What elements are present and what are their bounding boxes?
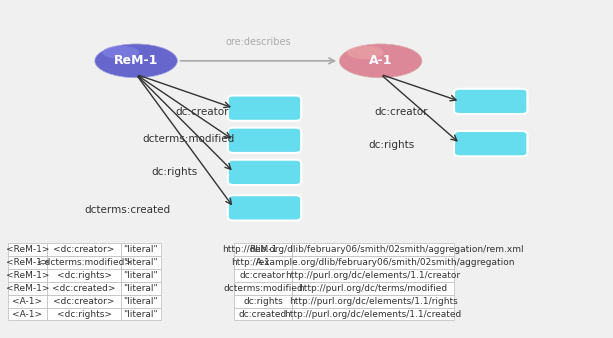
Text: "literal": "literal" xyxy=(123,258,158,267)
Text: http://purl.org/dc/elements/1.1/creator: http://purl.org/dc/elements/1.1/creator xyxy=(286,271,460,280)
Text: dcterms:modified: dcterms:modified xyxy=(142,134,234,144)
FancyBboxPatch shape xyxy=(234,308,292,320)
Text: dc:rights: dc:rights xyxy=(243,297,283,306)
FancyBboxPatch shape xyxy=(121,308,161,320)
Text: <dc:created>: <dc:created> xyxy=(52,284,116,293)
Text: "literal": "literal" xyxy=(123,310,158,318)
Text: dc:rights: dc:rights xyxy=(151,167,197,177)
FancyBboxPatch shape xyxy=(234,269,292,282)
FancyBboxPatch shape xyxy=(8,282,47,295)
FancyBboxPatch shape xyxy=(228,195,301,221)
FancyBboxPatch shape xyxy=(47,308,121,320)
FancyBboxPatch shape xyxy=(234,282,292,295)
Text: A-1: A-1 xyxy=(369,54,392,67)
Ellipse shape xyxy=(340,44,422,78)
Text: http://dlib.org/dlib/february06/smith/02smith/aggregation/rem.xml: http://dlib.org/dlib/february06/smith/02… xyxy=(222,245,524,254)
FancyBboxPatch shape xyxy=(121,256,161,269)
FancyBboxPatch shape xyxy=(292,308,454,320)
Text: ReM-1: ReM-1 xyxy=(249,245,277,254)
Text: <A-1>: <A-1> xyxy=(12,297,43,306)
Text: <dcterms:modified>: <dcterms:modified> xyxy=(37,258,132,267)
FancyBboxPatch shape xyxy=(228,128,301,153)
Text: <dc:creator>: <dc:creator> xyxy=(53,297,115,306)
Text: dcterms:modified: dcterms:modified xyxy=(223,284,303,293)
FancyBboxPatch shape xyxy=(228,160,301,185)
FancyBboxPatch shape xyxy=(8,269,47,282)
Text: dcterms:created: dcterms:created xyxy=(84,204,170,215)
Ellipse shape xyxy=(347,46,384,59)
FancyBboxPatch shape xyxy=(8,308,47,320)
FancyBboxPatch shape xyxy=(47,282,121,295)
FancyBboxPatch shape xyxy=(292,269,454,282)
FancyBboxPatch shape xyxy=(121,282,161,295)
Ellipse shape xyxy=(95,44,177,78)
Text: dc:creator: dc:creator xyxy=(375,106,428,117)
FancyBboxPatch shape xyxy=(292,256,454,269)
Text: dc:creator: dc:creator xyxy=(240,271,286,280)
FancyBboxPatch shape xyxy=(234,295,292,308)
FancyBboxPatch shape xyxy=(292,282,454,295)
FancyBboxPatch shape xyxy=(454,89,527,114)
Text: dc:creator: dc:creator xyxy=(176,106,229,117)
Text: http://purl.org/dc/elements/1.1/rights: http://purl.org/dc/elements/1.1/rights xyxy=(289,297,457,306)
Text: ReM-1: ReM-1 xyxy=(114,54,158,67)
FancyBboxPatch shape xyxy=(121,269,161,282)
Text: http://purl.org/dc/elements/1.1/created: http://purl.org/dc/elements/1.1/created xyxy=(284,310,462,318)
FancyBboxPatch shape xyxy=(234,256,292,269)
Text: <dc:rights>: <dc:rights> xyxy=(56,271,112,280)
FancyBboxPatch shape xyxy=(292,295,454,308)
FancyBboxPatch shape xyxy=(47,256,121,269)
FancyBboxPatch shape xyxy=(454,131,527,156)
Text: http://purl.org/dc/terms/modified: http://purl.org/dc/terms/modified xyxy=(299,284,447,293)
Text: "literal": "literal" xyxy=(123,297,158,306)
Text: "literal": "literal" xyxy=(123,284,158,293)
FancyBboxPatch shape xyxy=(47,269,121,282)
Text: ore:describes: ore:describes xyxy=(226,37,291,47)
FancyBboxPatch shape xyxy=(47,295,121,308)
FancyBboxPatch shape xyxy=(292,243,454,256)
Text: <dc:rights>: <dc:rights> xyxy=(56,310,112,318)
Text: "literal": "literal" xyxy=(123,245,158,254)
FancyBboxPatch shape xyxy=(121,243,161,256)
Ellipse shape xyxy=(102,46,139,59)
Text: <A-1>: <A-1> xyxy=(12,310,43,318)
Text: <ReM-1>: <ReM-1> xyxy=(6,245,49,254)
FancyBboxPatch shape xyxy=(121,295,161,308)
Text: <ReM-1>: <ReM-1> xyxy=(6,284,49,293)
Text: http://example.org/dlib/february06/smith/02smith/aggregation: http://example.org/dlib/february06/smith… xyxy=(231,258,515,267)
Text: <ReM-1>: <ReM-1> xyxy=(6,271,49,280)
Text: dc:created: dc:created xyxy=(239,310,287,318)
Text: "literal": "literal" xyxy=(123,271,158,280)
FancyBboxPatch shape xyxy=(47,243,121,256)
Text: dc:rights: dc:rights xyxy=(368,140,414,150)
FancyBboxPatch shape xyxy=(8,243,47,256)
Text: <ReM-1>: <ReM-1> xyxy=(6,258,49,267)
FancyBboxPatch shape xyxy=(228,95,301,121)
Text: <dc:creator>: <dc:creator> xyxy=(53,245,115,254)
FancyBboxPatch shape xyxy=(8,295,47,308)
FancyBboxPatch shape xyxy=(234,243,292,256)
Text: A-1: A-1 xyxy=(256,258,270,267)
FancyBboxPatch shape xyxy=(8,256,47,269)
